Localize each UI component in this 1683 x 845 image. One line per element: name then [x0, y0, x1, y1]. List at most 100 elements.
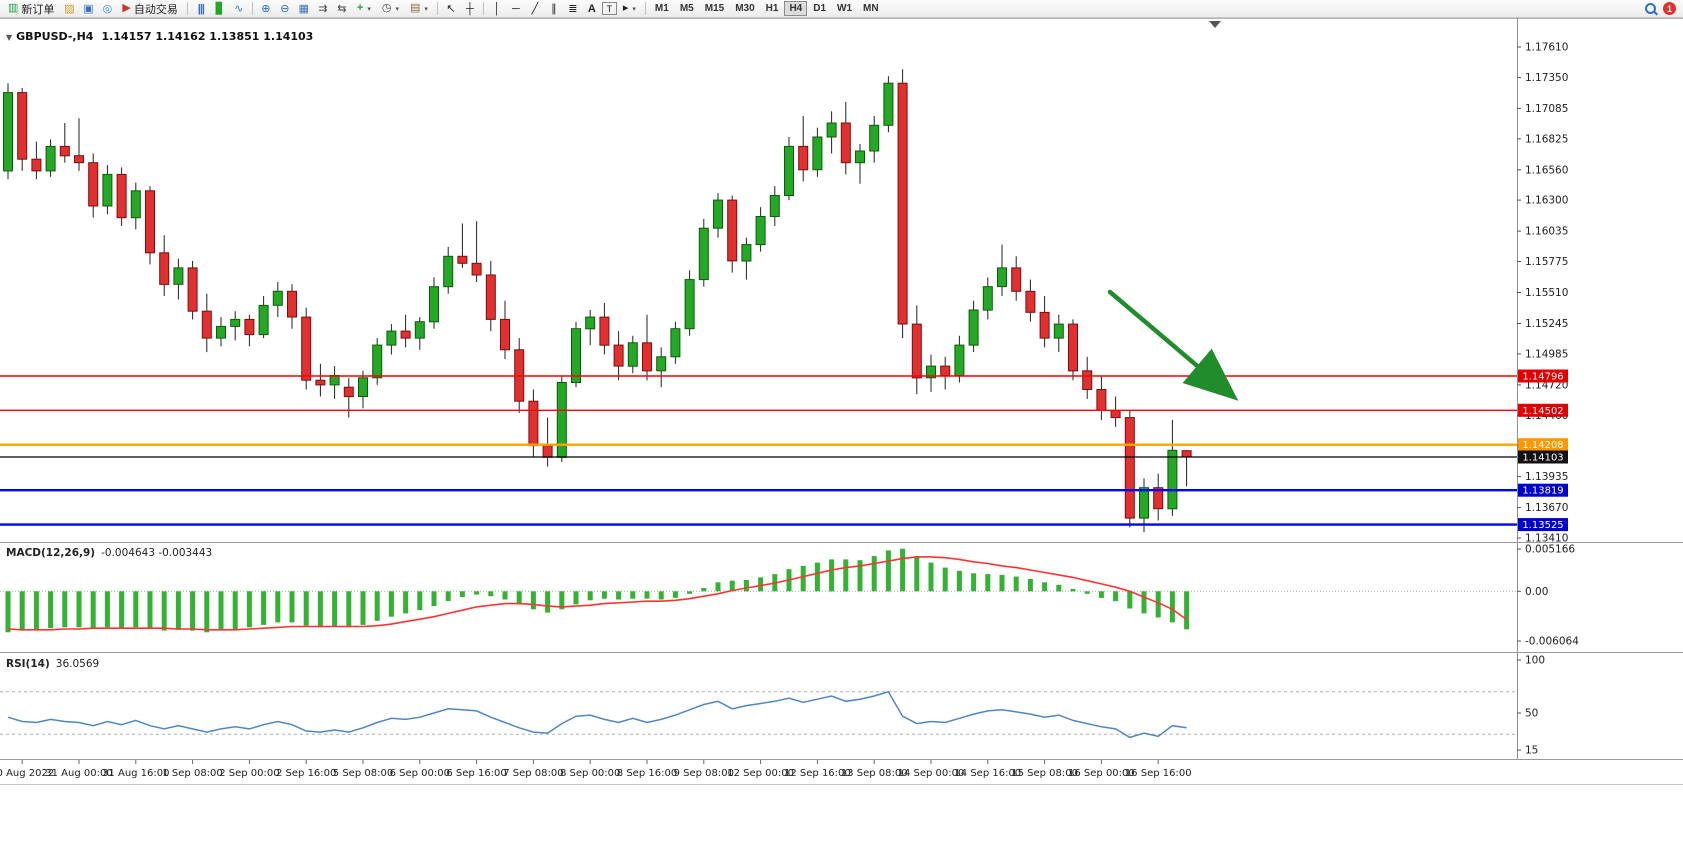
- macd-bar: [758, 577, 764, 592]
- auto-trading-label: 自动交易: [133, 3, 178, 16]
- price-lines: [0, 375, 1517, 526]
- price-tags: 1.14796 1.14502 1.14208 1.14103 1.13819 1.135…: [1518, 369, 1568, 532]
- macd-bar: [545, 591, 551, 613]
- price-axis[interactable]: 1.17610 1.17350 1.17085 1.16825 1.16560 1.163…: [1517, 18, 1568, 760]
- bar-chart-icon[interactable]: |||: [197, 2, 205, 15]
- rsi-panel: RSI(14) 36.0569 100 50 15: [0, 655, 1545, 757]
- notification-badge[interactable]: 1: [1663, 2, 1676, 15]
- timeframe-h4[interactable]: H4: [784, 1, 808, 16]
- candle: [258, 304, 269, 336]
- zoom-in-icon[interactable]: ⊕: [261, 3, 271, 15]
- horizontal-line-icon[interactable]: ─: [511, 2, 520, 15]
- timeframe-m5[interactable]: M5: [679, 3, 694, 14]
- cursor-icon[interactable]: ↖: [446, 3, 456, 15]
- macd-bar: [729, 580, 735, 592]
- candle: [244, 318, 255, 336]
- timeframe-h1[interactable]: H1: [765, 3, 779, 14]
- periods-button[interactable]: ◷ ▾: [377, 1, 404, 16]
- price-tick-label: 1.17085: [1525, 103, 1568, 115]
- fibonacci-icon[interactable]: ≣: [568, 3, 578, 15]
- macd-bar: [261, 591, 267, 625]
- macd-bar: [147, 591, 153, 629]
- macd-bar: [1098, 591, 1104, 598]
- vertical-line-icon[interactable]: │: [493, 2, 501, 15]
- strategy-tester-icon[interactable]: ◎: [102, 3, 113, 15]
- timeframe-m1[interactable]: M1: [654, 3, 669, 14]
- candle: [1167, 449, 1178, 510]
- price-tick-label: 1.15245: [1525, 318, 1568, 330]
- toolbar: ▥ 新订单 ▨ ▣ ◎ ▶ 自动交易 ||| ▊ ∿ ⊕ ⊖ ▦ ⇉ ⇆ + ▾…: [0, 0, 1683, 18]
- macd-bar: [403, 591, 409, 614]
- candle: [599, 316, 610, 346]
- candle: [45, 145, 56, 172]
- chart-shift-marker[interactable]: [1209, 21, 1221, 28]
- macd-bar: [715, 582, 721, 592]
- time-tick-label: 8 Sep 16:00: [617, 768, 677, 779]
- crosshair-icon[interactable]: ┼: [465, 2, 474, 15]
- macd-bar: [1155, 591, 1161, 618]
- macd-axis-label: -0.006064: [1525, 636, 1579, 648]
- candlestick-chart-icon[interactable]: ▊: [215, 3, 225, 15]
- timeframe-w1[interactable]: W1: [837, 3, 853, 14]
- candlestick-series: [3, 69, 1192, 533]
- timeframe-m15[interactable]: M15: [704, 3, 725, 14]
- timeframe-m30[interactable]: M30: [735, 3, 755, 14]
- time-tick-label: 2 Sep 00:00: [219, 768, 279, 779]
- macd-bar: [630, 591, 636, 599]
- channel-icon[interactable]: ∥: [551, 3, 557, 15]
- candle: [1011, 267, 1022, 292]
- tile-windows-icon[interactable]: ▦: [298, 3, 310, 15]
- indicators-button[interactable]: + ▾: [352, 1, 376, 16]
- macd-bar: [1013, 576, 1019, 592]
- dropdown-arrow-icon: ▾: [395, 5, 399, 13]
- macd-bar: [445, 591, 451, 602]
- candle: [272, 290, 283, 306]
- macd-bar: [190, 591, 196, 631]
- candle: [1039, 311, 1050, 339]
- macd-bar: [900, 548, 906, 592]
- price-tick-label: 1.16300: [1525, 195, 1568, 207]
- periods-icon: ◷: [381, 2, 392, 14]
- templates-button[interactable]: ▤ ▾: [405, 1, 433, 16]
- candle: [1139, 487, 1149, 519]
- candle: [911, 323, 922, 379]
- candle: [17, 92, 28, 160]
- chart-canvas[interactable]: 1.17610 1.17350 1.17085 1.16825 1.16560 1.163…: [0, 18, 1683, 845]
- chart-shift-icon[interactable]: ⇆: [337, 3, 347, 15]
- candle: [883, 82, 894, 126]
- indicators-icon: +: [356, 2, 364, 14]
- macd-bar: [800, 565, 806, 592]
- auto-trading-button[interactable]: ▶ 自动交易: [117, 1, 182, 16]
- trendline-icon[interactable]: ╱: [531, 3, 539, 15]
- terminal-icon[interactable]: ▣: [83, 3, 94, 15]
- timeframe-d1[interactable]: D1: [813, 3, 827, 14]
- macd-bar: [829, 559, 835, 592]
- macd-bar: [1084, 591, 1090, 594]
- candle: [173, 267, 184, 285]
- price-tag: [1518, 369, 1568, 383]
- candle: [287, 290, 297, 318]
- metaeditor-icon[interactable]: ▨: [64, 3, 75, 15]
- timeframe-mn[interactable]: MN: [863, 3, 879, 14]
- macd-bar: [914, 556, 920, 592]
- trend-arrow-annotation[interactable]: [1107, 289, 1239, 401]
- text-tool-icon[interactable]: A: [587, 2, 596, 15]
- candle: [542, 445, 553, 458]
- new-order-button[interactable]: ▥ 新订单: [3, 1, 59, 16]
- rsi-label: RSI(14) 36.0569: [6, 658, 99, 670]
- macd-bar: [417, 591, 423, 611]
- auto-scroll-icon[interactable]: ⇉: [318, 3, 328, 15]
- zoom-out-icon[interactable]: ⊖: [280, 3, 290, 15]
- candle: [826, 122, 837, 138]
- candle: [656, 356, 667, 372]
- arrows-tool-button[interactable]: ▸ ▾: [618, 1, 641, 16]
- candle: [386, 330, 397, 346]
- macd-bar: [530, 591, 536, 610]
- text-label-icon[interactable]: T: [601, 2, 617, 15]
- chart-ohlc-header: ▼ GBPUSD-,H4 1.14157 1.14162 1.13851 1.141…: [6, 30, 313, 43]
- search-icon[interactable]: [1643, 1, 1658, 16]
- candle: [130, 190, 141, 219]
- line-chart-icon[interactable]: ∿: [234, 3, 244, 15]
- time-tick-label: 2 Sep 16:00: [276, 768, 336, 779]
